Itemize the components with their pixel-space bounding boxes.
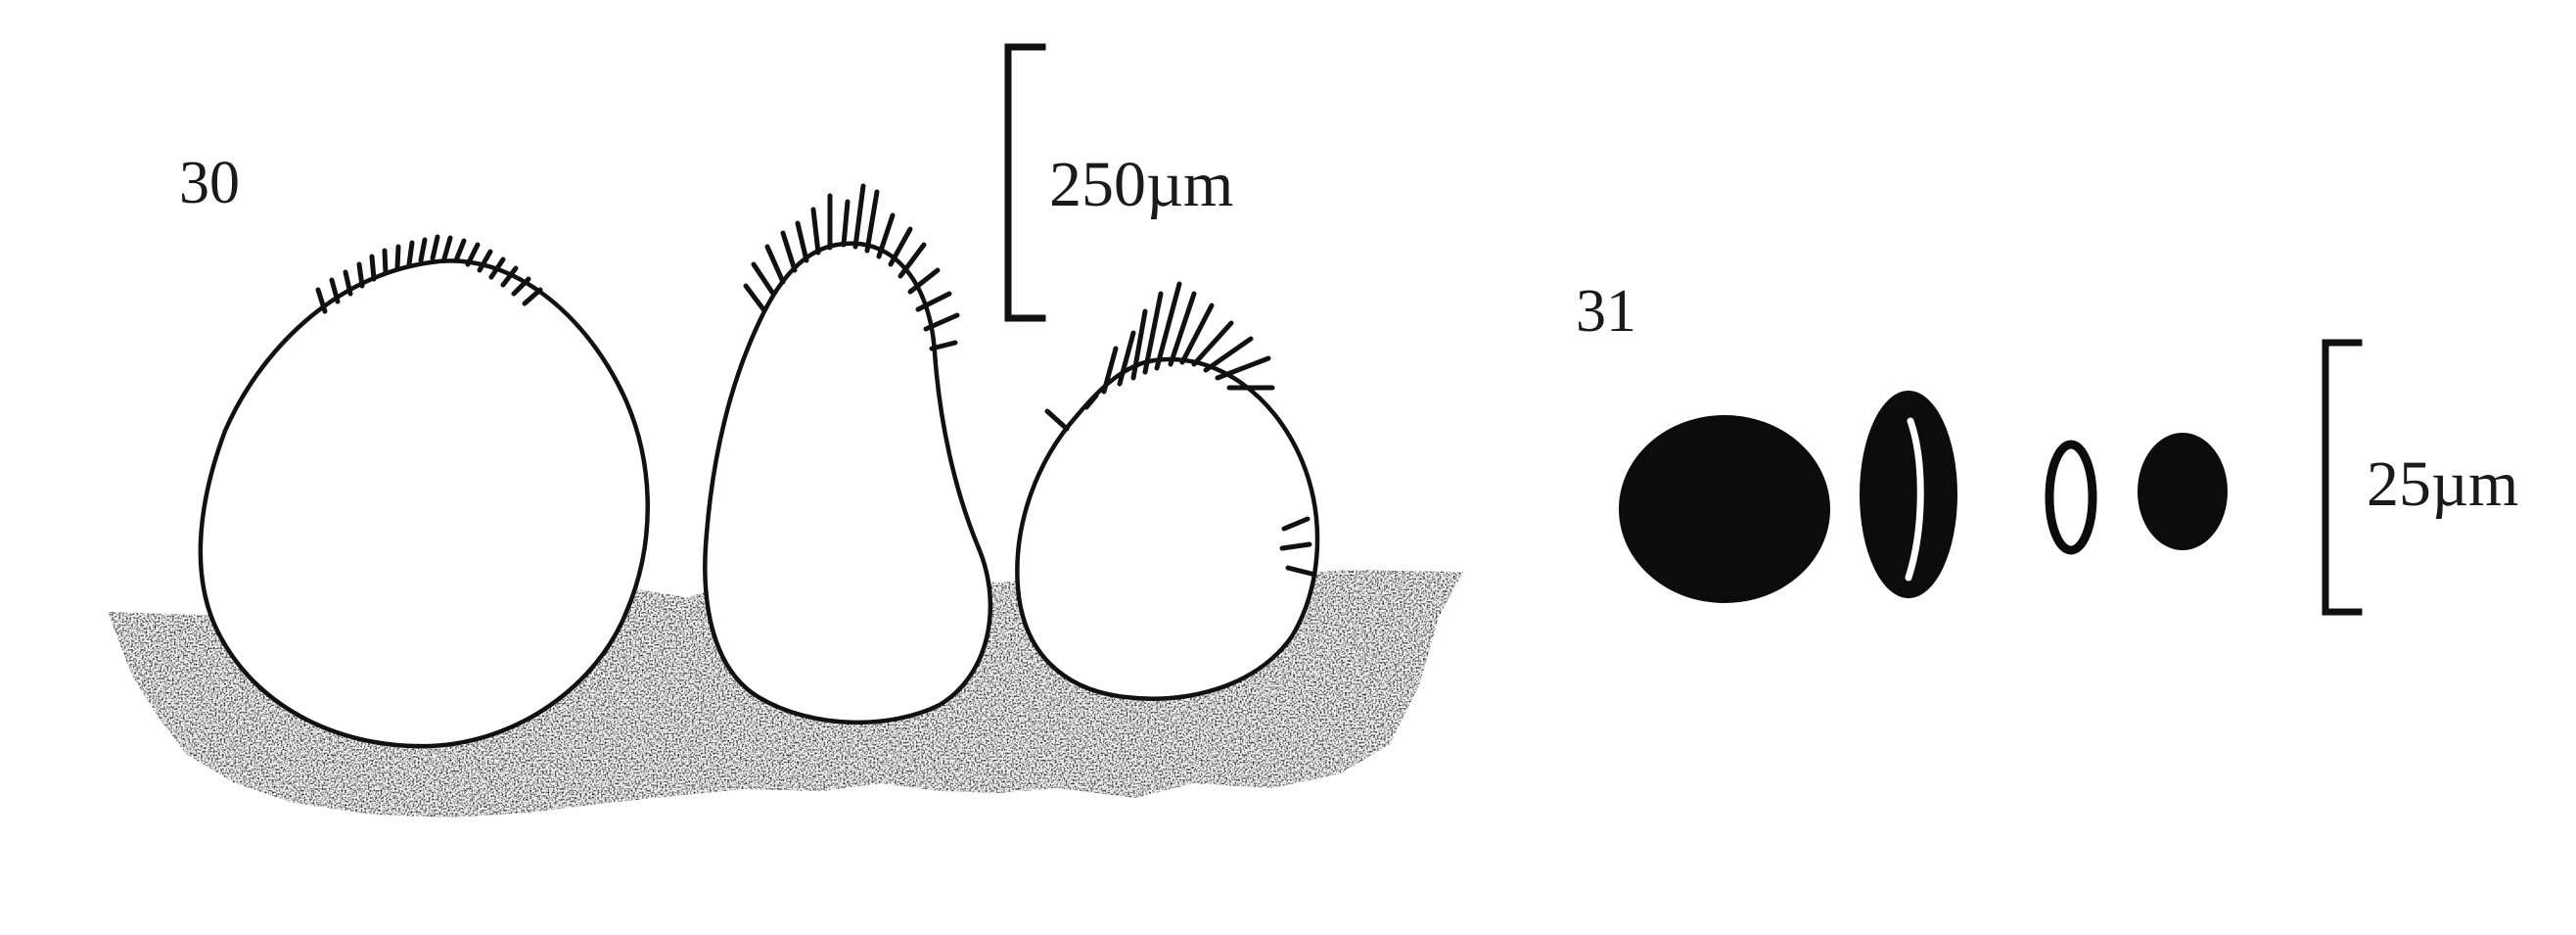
scale-bracket-250 bbox=[1004, 43, 1046, 322]
scale-bar-25: 25µm bbox=[2322, 339, 2518, 616]
figure-30-number: 30 bbox=[179, 150, 240, 216]
apothecium-pear bbox=[703, 241, 992, 725]
scale-bar-250: 250µm bbox=[1004, 43, 1233, 322]
apothecium-large-hairs bbox=[315, 234, 543, 314]
apothecium-round bbox=[1015, 356, 1320, 701]
apothecium-round-hairs bbox=[1044, 281, 1314, 577]
spore-small-solid bbox=[2138, 433, 2228, 550]
spore-small-ring bbox=[2045, 440, 2097, 555]
scale-bracket-25 bbox=[2322, 339, 2363, 616]
scale-label-250: 250µm bbox=[1049, 149, 1233, 220]
figure-31-number: 31 bbox=[1576, 278, 1636, 345]
figure-30: 30 250µm bbox=[108, 43, 1463, 818]
spore-tall-slit bbox=[1860, 391, 1957, 598]
apothecium-large bbox=[198, 258, 650, 749]
figure-31: 31 25µm bbox=[1576, 278, 2518, 616]
spore-large-solid bbox=[1619, 415, 1830, 603]
apothecium-pear-hairs bbox=[743, 183, 960, 351]
scale-label-25: 25µm bbox=[2367, 448, 2518, 520]
